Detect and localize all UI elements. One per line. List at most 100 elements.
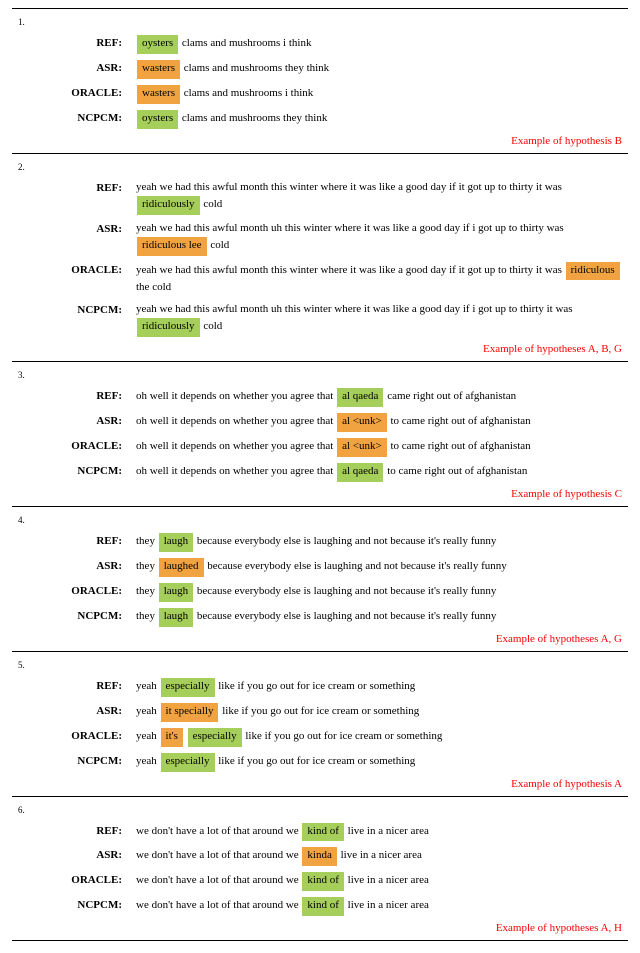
example-caption: Example of hypotheses A, H: [12, 922, 628, 934]
text-segment: live in a nicer area: [338, 849, 422, 861]
highlight-green: kind of: [302, 872, 343, 891]
highlight-green: ridiculously: [137, 196, 200, 215]
example-block: 1.REF:oysters clams and mushrooms i thin…: [12, 9, 628, 153]
example-block: 2. REF: yeah we had this awful month this …: [12, 154, 628, 362]
text-segment: oh well it depends on whether you agree …: [136, 465, 336, 477]
example-block: 4.REF:they laugh because everybody else …: [12, 507, 628, 651]
row-text: they laughed because everybody else is l…: [136, 558, 628, 577]
text-segment: yeah: [136, 730, 160, 742]
text-segment: oh well it depends on whether you agree …: [136, 415, 336, 427]
example-caption: Example of hypothesis C: [12, 488, 628, 500]
example-row: ASR:we don't have a lot of that around w…: [12, 847, 628, 866]
text-segment: to came right out of afghanistan: [388, 440, 531, 452]
text-segment: came right out of afghanistan: [384, 390, 516, 402]
row-text: oysters clams and mushrooms i think: [136, 35, 628, 54]
row-label-asr: ASR:: [12, 60, 136, 77]
row-label-oracle: ORACLE:: [12, 262, 136, 279]
example-row: NCPCM:they laugh because everybody else …: [12, 608, 628, 627]
highlight-orange: it's: [161, 728, 183, 747]
example-caption: Example of hypotheses A, G: [12, 633, 628, 645]
example-number: 4.: [12, 511, 628, 527]
example-row: ASR:wasters clams and mushrooms they thi…: [12, 60, 628, 79]
example-row: REF:yeah especially like if you go out f…: [12, 678, 628, 697]
example-row: NCPCM:yeah we had this awful month uh th…: [12, 302, 628, 337]
row-label-ref: REF:: [12, 678, 136, 695]
row-text: yeah we had this awful month this winter…: [136, 262, 628, 297]
example-row: ORACLE:oh well it depends on whether you…: [12, 438, 628, 457]
highlight-orange: kinda: [302, 847, 336, 866]
example-row: NCPCM:oh well it depends on whether you …: [12, 463, 628, 482]
highlight-orange: ridiculous lee: [137, 237, 207, 256]
example-caption: Example of hypothesis B: [12, 135, 628, 147]
row-label-ref: REF:: [12, 823, 136, 840]
text-segment: oh well it depends on whether you agree …: [136, 390, 336, 402]
text-segment: live in a nicer area: [345, 825, 429, 837]
highlight-orange: laughed: [159, 558, 204, 577]
row-text: yeah we had this awful month uh this win…: [136, 221, 628, 256]
example-caption: Example of hypotheses A, B, G: [12, 343, 628, 355]
row-label-ref: REF:: [12, 533, 136, 550]
row-text: they laugh because everybody else is lau…: [136, 583, 628, 602]
example-row: REF:we don't have a lot of that around w…: [12, 823, 628, 842]
row-label-asr: ASR:: [12, 703, 136, 720]
highlight-green: laugh: [159, 608, 193, 627]
row-label-asr: ASR:: [12, 558, 136, 575]
example-row: REF:oh well it depends on whether you ag…: [12, 388, 628, 407]
example-row: ORACLE:they laugh because everybody else…: [12, 583, 628, 602]
text-segment: clams and mushrooms i think: [181, 87, 313, 99]
figure-container: 1.REF:oysters clams and mushrooms i thin…: [0, 0, 640, 953]
example-row: NCPCM:yeah especially like if you go out…: [12, 753, 628, 772]
text-segment: they: [136, 610, 158, 622]
row-text: wasters clams and mushrooms i think: [136, 85, 628, 104]
example-row: ORACLE:we don't have a lot of that aroun…: [12, 872, 628, 891]
row-text: oh well it depends on whether you agree …: [136, 463, 628, 482]
row-label-ref: REF:: [12, 180, 136, 197]
text-segment: cold: [201, 198, 223, 210]
highlight-orange: al <unk>: [337, 413, 387, 432]
text-segment: we don't have a lot of that around we: [136, 899, 301, 911]
example-number: 3.: [12, 366, 628, 382]
text-segment: live in a nicer area: [345, 899, 429, 911]
row-text: yeah we had this awful month uh this win…: [136, 302, 628, 337]
text-segment: yeah we had this awful month uh this win…: [136, 303, 573, 315]
text-segment: live in a nicer area: [345, 874, 429, 886]
example-row: ASR:yeah it specially like if you go out…: [12, 703, 628, 722]
text-segment: they: [136, 535, 158, 547]
bottom-rule: [12, 940, 628, 941]
text-segment: like if you go out for ice cream or some…: [216, 755, 416, 767]
example-row: ASR:yeah we had this awful month uh this…: [12, 221, 628, 256]
example-row: ORACLE:yeah it's especially like if you …: [12, 728, 628, 747]
text-segment: to came right out of afghanistan: [384, 465, 527, 477]
row-text: they laugh because everybody else is lau…: [136, 608, 628, 627]
text-segment: because everybody else is laughing and n…: [194, 535, 496, 547]
text-segment: [184, 730, 187, 742]
example-row: NCPCM:oysters clams and mushrooms they t…: [12, 110, 628, 129]
highlight-orange: al <unk>: [337, 438, 387, 457]
highlight-green: al qaeda: [337, 463, 383, 482]
row-label-ncpcm: NCPCM:: [12, 302, 136, 319]
row-text: yeah it's especially like if you go out …: [136, 728, 628, 747]
text-segment: clams and mushrooms they think: [181, 62, 329, 74]
row-text: we don't have a lot of that around we ki…: [136, 847, 628, 866]
highlight-green: kind of: [302, 897, 343, 916]
highlight-green: laugh: [159, 583, 193, 602]
highlight-green: ridiculously: [137, 318, 200, 337]
row-label-ref: REF:: [12, 35, 136, 52]
row-text: oysters clams and mushrooms they think: [136, 110, 628, 129]
highlight-green: especially: [161, 678, 215, 697]
row-label-ncpcm: NCPCM:: [12, 897, 136, 914]
text-segment: to came right out of afghanistan: [388, 415, 531, 427]
text-segment: they: [136, 560, 158, 572]
example-block: 3. REF:oh well it depends on whether you …: [12, 362, 628, 506]
example-number: 1.: [12, 13, 628, 29]
example-row: ASR:they laughed because everybody else …: [12, 558, 628, 577]
highlight-green: al qaeda: [337, 388, 383, 407]
text-segment: yeah: [136, 755, 160, 767]
text-segment: yeah we had this awful month uh this win…: [136, 222, 564, 234]
highlight-green: oysters: [137, 110, 178, 129]
example-row: ORACLE:wasters clams and mushrooms i thi…: [12, 85, 628, 104]
example-row: REF:they laugh because everybody else is…: [12, 533, 628, 552]
row-label-asr: ASR:: [12, 221, 136, 238]
example-number: 2.: [12, 158, 628, 174]
row-label-ncpcm: NCPCM:: [12, 110, 136, 127]
